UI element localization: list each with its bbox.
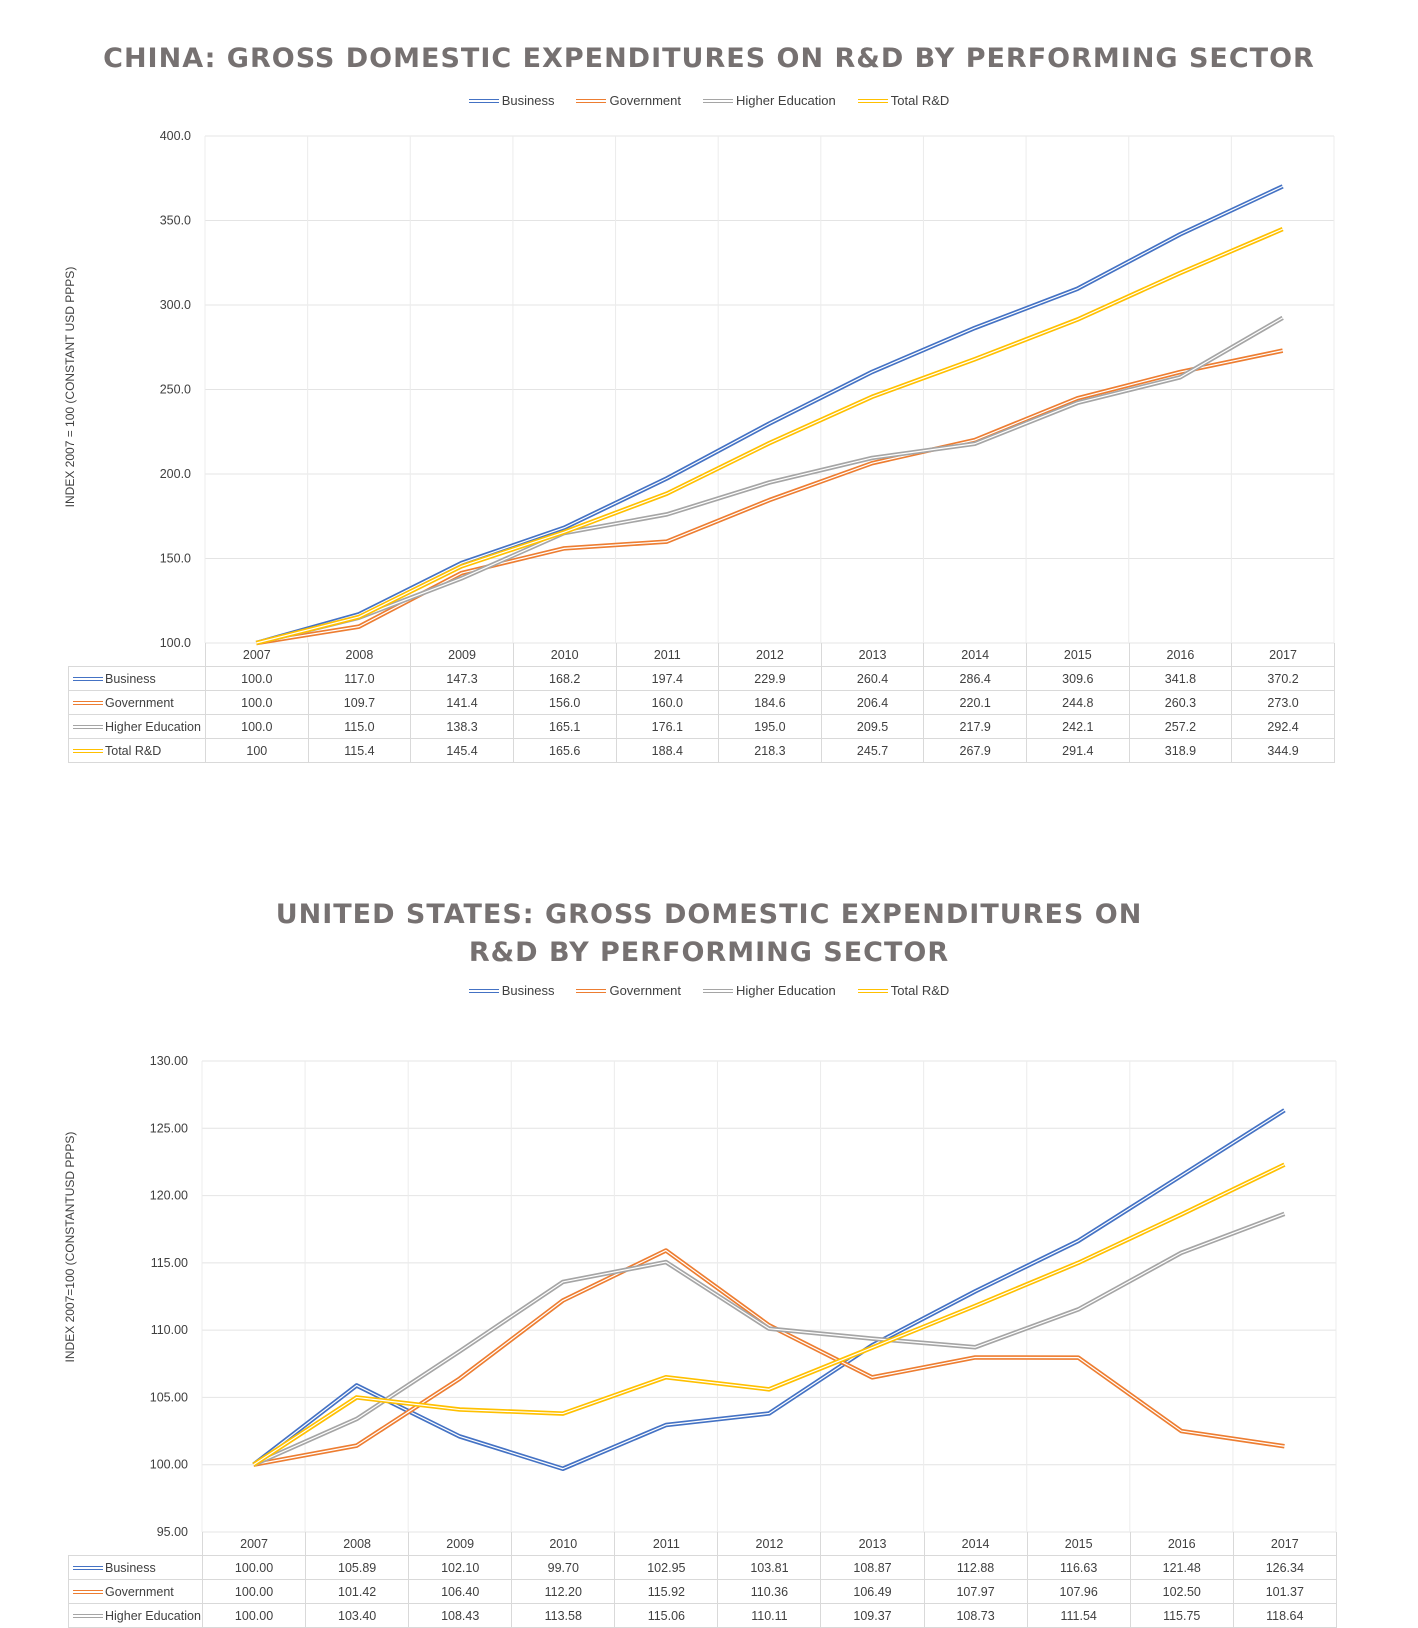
data-label: 99.70: [512, 1556, 615, 1580]
data-label: 111.54: [1027, 1604, 1130, 1628]
data-label: 106.49: [821, 1580, 924, 1604]
data-label: 105.89: [306, 1556, 409, 1580]
data-label: 100.00: [203, 1556, 306, 1580]
data-label: 100.00: [203, 1580, 306, 1604]
x-tick-label: 2007: [203, 1532, 306, 1556]
y-tick-label: 130.00: [150, 1054, 188, 1068]
data-label: 108.87: [821, 1556, 924, 1580]
x-tick-label: 2010: [512, 1532, 615, 1556]
data-label: 109.37: [821, 1604, 924, 1628]
data-label: 102.50: [1130, 1580, 1233, 1604]
data-label: 126.34: [1233, 1556, 1336, 1580]
x-tick-label: 2015: [1027, 1532, 1130, 1556]
x-tick-label: 2008: [306, 1532, 409, 1556]
data-label: 121.48: [1130, 1556, 1233, 1580]
y-tick-label: 105.00: [150, 1390, 188, 1404]
data-label: 100.00: [203, 1604, 306, 1628]
data-label: 103.40: [306, 1604, 409, 1628]
data-label: 107.96: [1027, 1580, 1130, 1604]
row-label: Higher Education: [69, 1604, 203, 1628]
x-tick-label: 2009: [409, 1532, 512, 1556]
data-label: 113.58: [512, 1604, 615, 1628]
y-tick-label: 100.00: [150, 1458, 188, 1472]
x-tick-label: 2017: [1233, 1532, 1336, 1556]
row-swatch: [73, 1614, 103, 1618]
data-label: 108.73: [924, 1604, 1027, 1628]
y-tick-label: 110.00: [151, 1323, 188, 1337]
y-tick-label: 120.00: [150, 1189, 188, 1203]
y-tick-label: 125.00: [150, 1121, 188, 1135]
row-label: Government: [69, 1580, 203, 1604]
data-label: 115.75: [1130, 1604, 1233, 1628]
data-label: 112.20: [512, 1580, 615, 1604]
row-swatch: [73, 1590, 103, 1594]
data-label: 115.92: [615, 1580, 718, 1604]
data-label: 106.40: [409, 1580, 512, 1604]
x-tick-label: 2016: [1130, 1532, 1233, 1556]
data-label: 101.37: [1233, 1580, 1336, 1604]
data-label: 102.95: [615, 1556, 718, 1580]
data-label: 103.81: [718, 1556, 821, 1580]
row-swatch: [73, 1566, 103, 1570]
data-label: 115.06: [615, 1604, 718, 1628]
data-label: 102.10: [409, 1556, 512, 1580]
data-label: 118.64: [1233, 1604, 1336, 1628]
data-label: 101.42: [306, 1580, 409, 1604]
data-label: 108.43: [409, 1604, 512, 1628]
y-tick-label: 115.00: [151, 1256, 188, 1270]
row-label: Business: [69, 1556, 203, 1580]
data-label: 116.63: [1027, 1556, 1130, 1580]
data-label: 107.97: [924, 1580, 1027, 1604]
data-label: 110.36: [718, 1580, 821, 1604]
x-tick-label: 2014: [924, 1532, 1027, 1556]
x-tick-label: 2012: [718, 1532, 821, 1556]
x-tick-label: 2011: [615, 1532, 718, 1556]
x-tick-label: 2013: [821, 1532, 924, 1556]
data-label: 110.11: [718, 1604, 821, 1628]
data-label: 112.88: [924, 1556, 1027, 1580]
